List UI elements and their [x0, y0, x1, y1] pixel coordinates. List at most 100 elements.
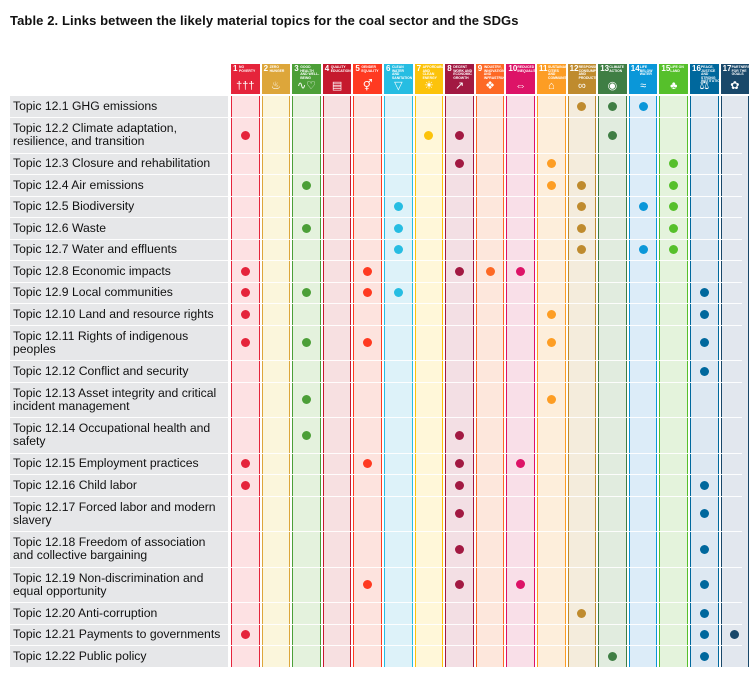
table-row-topic: Topic 12.17 Forced labor and modern slave…: [10, 496, 228, 532]
sdg-number: 10: [508, 64, 518, 73]
table-row-topic: Topic 12.6 Waste: [10, 217, 228, 239]
sdg-number: 11: [539, 64, 548, 73]
topic-label-line: slavery: [13, 512, 52, 527]
table-row-topic: Topic 12.15 Employment practices: [10, 453, 228, 475]
sdg-11-link-dot: [546, 180, 556, 190]
row-divider: [10, 474, 742, 475]
sdg-label: REDUCED INEQUALITIES: [517, 65, 535, 73]
topic-label: Topic 12.20 Anti-corruption: [13, 605, 158, 620]
sdg-15-link-dot: [669, 180, 679, 190]
topic-label: Topic 12.6 Waste: [13, 220, 107, 235]
row-divider: [10, 217, 742, 218]
sdg-number: 17: [722, 64, 732, 73]
sdg-15-link-dot: [669, 159, 679, 169]
topic-label-line: equal opportunity: [13, 583, 107, 598]
sun-icon: ☀: [423, 80, 434, 92]
sdg-label: LIFE ON LAND: [670, 65, 684, 73]
sdg-4-book-icon: 4 QUALITY EDUCATION ▤: [322, 64, 352, 94]
sdg-13-link-dot: [608, 130, 617, 140]
book-icon: ▤: [331, 80, 343, 92]
sdg-16-link-dot: [699, 608, 709, 618]
row-divider: [10, 495, 742, 497]
topic-label: Topic 12.17 Forced labor and modern slave…: [13, 499, 216, 527]
sdg-14-link-dot: [638, 245, 648, 255]
table-row-topic: Topic 12.1 GHG emissions: [10, 96, 228, 118]
sdg-number: 1: [233, 64, 238, 73]
table-row-topic: Topic 12.16 Child labor: [10, 474, 228, 496]
sdg-8-link-dot: [455, 544, 464, 554]
sdg-8-growth-chart-icon: 8 DECENT WORK AND ECONOMIC GROWTH ↗: [445, 64, 474, 94]
sdg-8-link-dot: [455, 130, 464, 140]
topic-label-line: Topic 12.17 Forced labor and modern: [13, 499, 216, 514]
table-row-topic: Topic 12.10 Land and resource rights: [10, 303, 228, 325]
sdg-label: QUALITY EDUCATION: [330, 65, 351, 73]
row-divider: [10, 645, 742, 646]
sdg-16-link-dot: [699, 630, 709, 640]
sdg-3-heartbeat-icon: 3 GOOD HEALTH AND WELL-BEING ∿♡: [292, 64, 321, 94]
table-row-topic: Topic 12.18 Freedom of association and co…: [10, 531, 228, 567]
sdg-10-link-dot: [516, 266, 526, 276]
row-divider: [10, 360, 742, 361]
topic-label: Topic 12.2 Climate adaptation, resilience…: [13, 122, 177, 148]
topic-label: Topic 12.11 Rights of indigenous peoples: [13, 329, 188, 356]
row-divider: [10, 303, 742, 304]
sdg-label: GENDER EQUALITY: [361, 65, 379, 73]
sdg-14-fish-icon: 14 LIFE BELOW WATER ≈: [628, 64, 658, 94]
sdg-8-link-dot: [455, 459, 464, 469]
sdg-16-link-dot: [699, 480, 709, 490]
sdg-13-link-dot: [608, 102, 617, 112]
sdg-17-flower-icon: 17PARTNERSHIPS FOR THE GOALS ✿: [720, 64, 750, 94]
sdg-6-link-dot: [393, 202, 403, 212]
eye-globe-icon: ◉: [607, 80, 618, 92]
gender-icon: ⚥: [362, 80, 373, 92]
sdg-3-link-dot: [302, 395, 311, 405]
table-row-topic: Topic 12.2 Climate adaptation, resilience…: [10, 117, 228, 153]
topic-label: Topic 12.15 Employment practices: [13, 456, 199, 471]
topic-label: Topic 12.9 Local communities: [13, 285, 173, 300]
sdg-6-link-dot: [393, 223, 403, 233]
sdg-8-link-dot: [455, 580, 464, 590]
table-title: Table 2. Links between the likely materi…: [10, 13, 519, 28]
sdg-number: 9: [477, 64, 483, 73]
row-divider: [10, 566, 742, 568]
table-row-topic: Topic 12.21 Payments to governments: [10, 624, 228, 646]
infinity-icon: ∞: [577, 80, 586, 92]
sdg-11-link-dot: [546, 338, 556, 348]
sdg-13-link-dot: [608, 651, 617, 661]
sdg-1-family-icon: 1 NO POVERTY †††: [231, 64, 260, 94]
row-divider: [10, 260, 742, 261]
sdg-number: 3: [294, 64, 299, 73]
sdg-number: 5: [355, 64, 360, 73]
sdg-number: 2: [263, 64, 269, 73]
sdg-10-link-dot: [516, 580, 526, 590]
table-row-topic: Topic 12.3 Closure and rehabilitation: [10, 153, 228, 175]
sdg-15-link-dot: [669, 245, 679, 255]
topic-label: Topic 12.8 Economic impacts: [13, 263, 171, 278]
sdg-16-link-dot: [699, 509, 709, 519]
sdg-number: 15: [661, 64, 671, 73]
table-row-topic: Topic 12.4 Air emissions: [10, 174, 228, 196]
sdg-5-link-dot: [363, 580, 373, 590]
row-divider: [10, 602, 742, 603]
sdg-16-link-dot: [699, 651, 709, 661]
topic-label-line: Topic 12.19 Non-discrimination and: [13, 570, 204, 585]
sdg-8-link-dot: [455, 266, 464, 276]
sdg-16-link-dot: [699, 288, 709, 298]
topic-label-line: resilience, and transition: [13, 134, 145, 149]
sdg-number: 14: [630, 64, 640, 73]
topic-label-line: incident management: [13, 398, 130, 413]
topic-label: Topic 12.21 Payments to governments: [13, 627, 221, 642]
sdg-12-link-dot: [577, 223, 587, 233]
topic-label-line: peoples: [13, 341, 56, 356]
sdg-5-link-dot: [363, 459, 373, 469]
sdg-16-link-dot: [699, 544, 709, 554]
sdg-7-sun-icon: 7AFFORDABLE AND CLEAN ENERGY☀: [414, 64, 444, 94]
sdg-12-link-dot: [577, 245, 587, 255]
sdg-number: 8: [447, 64, 452, 73]
flower-icon: ✿: [730, 80, 740, 92]
table-row-topic: Topic 12.19 Non-discrimination and equal …: [10, 567, 228, 603]
sdg-11-link-dot: [546, 309, 556, 319]
